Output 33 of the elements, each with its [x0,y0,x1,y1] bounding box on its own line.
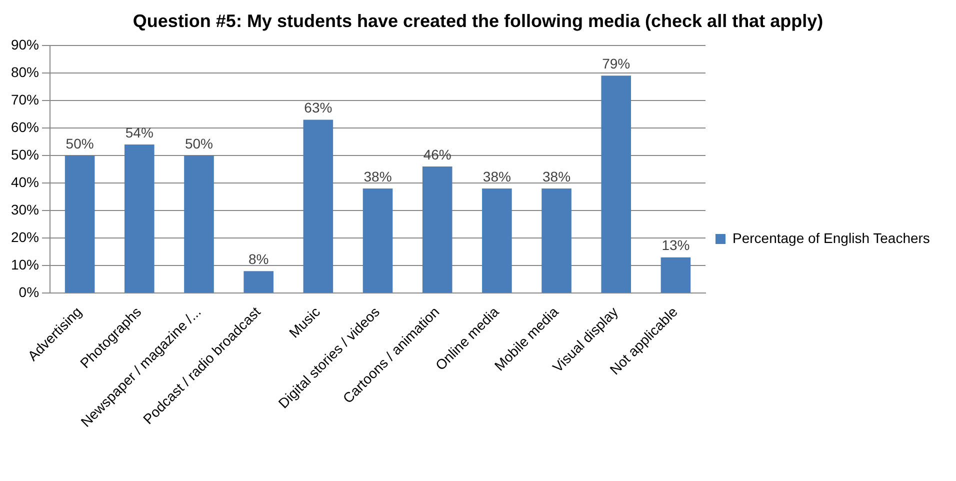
data-label: 54% [125,124,154,140]
legend-label: Percentage of English Teachers [732,230,930,246]
data-label: 38% [482,168,511,184]
bar [124,144,154,293]
y-tick-label: 0% [18,284,40,300]
bar [64,156,95,293]
bar [303,120,334,293]
data-label: 38% [364,168,392,184]
y-tick-label: 20% [10,228,40,245]
data-label: 79% [602,56,630,72]
data-label: 63% [304,100,332,116]
chart-title: Question #5: My students have created the following media (check all that apply) [132,10,824,33]
bar [184,156,214,293]
y-tick-label: 80% [10,64,40,80]
y-tick-label: 50% [10,146,40,162]
y-tick-label: 40% [10,174,40,190]
bar [660,257,691,293]
data-label: 38% [542,168,571,184]
bar [422,166,452,293]
bar [362,188,393,293]
bar [482,188,512,293]
bar [601,76,632,293]
y-tick-label: 30% [10,201,40,218]
y-tick-label: 60% [10,118,40,135]
bar [542,188,572,293]
y-tick-label: 10% [10,256,40,272]
data-label: 50% [66,135,94,152]
data-label: 13% [662,237,690,254]
y-tick-label: 70% [10,91,40,108]
data-label: 8% [248,250,269,267]
y-tick-label: 90% [10,36,40,52]
bar [244,271,274,293]
data-label: 50% [184,135,214,152]
